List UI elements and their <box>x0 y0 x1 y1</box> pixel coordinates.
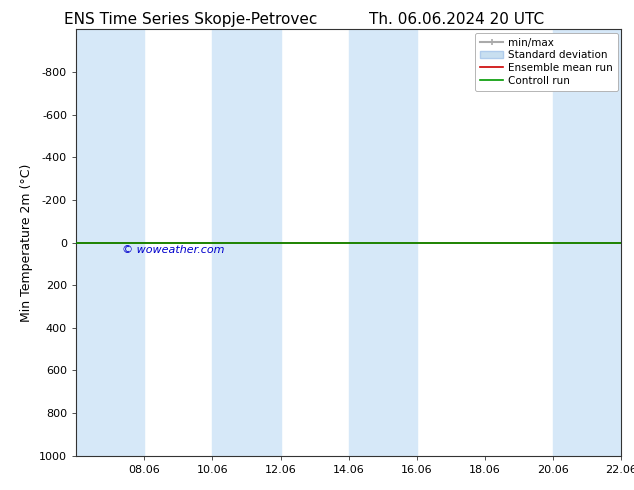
Y-axis label: Min Temperature 2m (°C): Min Temperature 2m (°C) <box>20 163 34 322</box>
Bar <box>349 29 417 456</box>
Bar <box>553 29 621 456</box>
Text: Th. 06.06.2024 20 UTC: Th. 06.06.2024 20 UTC <box>369 12 544 27</box>
Text: © woweather.com: © woweather.com <box>122 245 225 255</box>
Legend: min/max, Standard deviation, Ensemble mean run, Controll run: min/max, Standard deviation, Ensemble me… <box>475 32 618 91</box>
Bar <box>212 29 280 456</box>
Text: ENS Time Series Skopje-Petrovec: ENS Time Series Skopje-Petrovec <box>63 12 317 27</box>
Bar <box>76 29 144 456</box>
